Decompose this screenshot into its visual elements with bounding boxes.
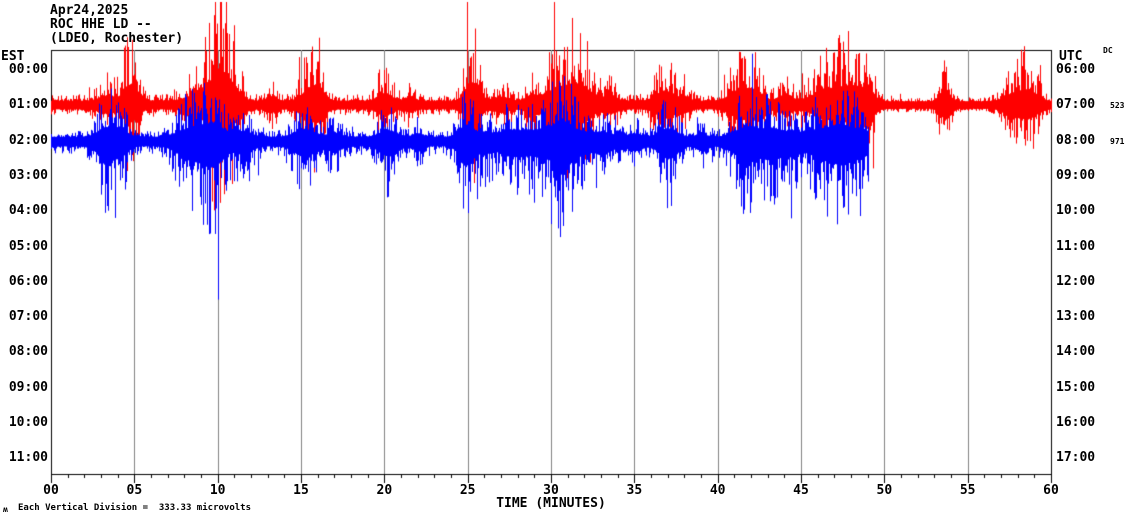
est-hour-label: 05:00 [8,238,48,254]
est-hour-label: 00:00 [8,62,48,77]
est-hour-label: 10:00 [8,415,48,430]
est-hour-label: 07:00 [8,309,48,325]
est-hour-label: 06:00 [8,273,48,289]
utc-hour-label: 11:00 [1056,238,1096,254]
utc-hour-label: 09:00 [1056,167,1096,183]
x-tick-label: 60 [1043,483,1059,498]
x-tick-label: 40 [709,483,726,498]
x-tick-label: 25 [459,483,476,498]
x-tick-label: 20 [376,483,393,498]
x-tick-label: 35 [626,483,643,498]
utc-axis-header: UTC [1059,49,1083,64]
utc-hour-label: 15:00 [1056,379,1096,395]
logo-glyph: ʍ [3,505,8,514]
x-tick-label: 15 [293,483,309,498]
utc-hour-label: 08:00 [1056,132,1096,148]
est-axis-header: EST [1,49,25,64]
plot-date: Apr24,2025 [50,3,129,18]
x-axis-title: TIME (MINUTES) [496,496,606,511]
est-hour-label: 03:00 [8,167,48,183]
dc-value: 523 [1110,101,1125,111]
station-code: ROC HHE LD -- [50,17,152,32]
dc-column-header: DC [1103,46,1113,55]
utc-hour-label: 12:00 [1056,273,1096,289]
utc-hour-label: 07:00 [1056,97,1096,113]
utc-hour-label: 16:00 [1056,415,1096,430]
utc-hour-label: 17:00 [1056,450,1096,466]
x-tick-label: 00 [43,483,59,498]
x-tick-label: 45 [793,483,809,498]
vertical-division-note: Each Vertical Division = 333.33 microvol… [18,503,251,513]
utc-hour-label: 06:00 [1056,62,1096,77]
x-tick-label: 30 [543,483,559,498]
est-hour-label: 08:00 [8,344,48,360]
dc-value: 971 [1110,136,1125,146]
est-hour-label: 09:00 [8,379,48,395]
station-name: (LDEO, Rochester) [50,31,184,46]
est-hour-label: 02:00 [8,132,48,148]
x-tick-label: 05 [126,483,143,498]
x-tick-label: 50 [876,483,893,498]
utc-hour-label: 13:00 [1056,309,1096,325]
est-hour-label: 01:00 [8,97,48,113]
est-hour-label: 11:00 [8,450,48,466]
utc-hour-label: 14:00 [1056,344,1096,360]
est-hour-label: 04:00 [8,203,48,219]
x-tick-label: 10 [209,483,226,498]
x-tick-label: 55 [959,483,976,498]
utc-hour-label: 10:00 [1056,203,1096,219]
